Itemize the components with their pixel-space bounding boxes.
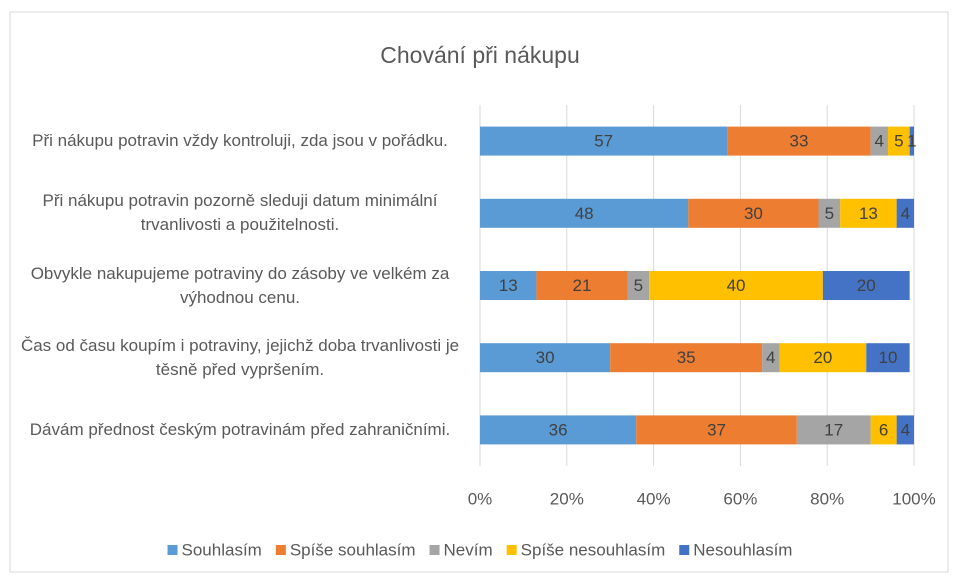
bar-segment bbox=[896, 198, 914, 228]
data-label: 35 bbox=[677, 348, 696, 367]
legend-label: Spíše souhlasím bbox=[290, 540, 416, 559]
bar-segment bbox=[610, 343, 763, 373]
data-label: 37 bbox=[707, 420, 726, 439]
bar-segment bbox=[779, 343, 867, 373]
data-label: 48 bbox=[575, 204, 594, 223]
data-label: 33 bbox=[790, 132, 809, 151]
bar-segment bbox=[480, 415, 637, 445]
x-tick-label: 80% bbox=[810, 489, 844, 508]
bar-segment bbox=[896, 415, 914, 445]
bar-segment bbox=[887, 126, 910, 156]
data-label: 6 bbox=[879, 420, 888, 439]
x-tick-label: 60% bbox=[723, 489, 757, 508]
x-tick-label: 0% bbox=[468, 489, 493, 508]
data-label: 17 bbox=[824, 420, 843, 439]
data-label: 30 bbox=[744, 204, 763, 223]
bar-segment bbox=[727, 126, 871, 156]
bar-segment bbox=[840, 198, 897, 228]
bar-segment bbox=[870, 415, 897, 445]
data-label: 20 bbox=[857, 276, 876, 295]
bar-segment bbox=[870, 126, 888, 156]
legend-label: Spíše nesouhlasím bbox=[521, 540, 666, 559]
legend-label: Nesouhlasím bbox=[693, 540, 792, 559]
data-label: 4 bbox=[901, 204, 910, 223]
legend-label: Nevím bbox=[444, 540, 493, 559]
x-tick-label: 100% bbox=[892, 489, 935, 508]
bar-segment bbox=[909, 126, 914, 156]
bar-segment bbox=[866, 343, 910, 373]
bar-segment bbox=[627, 271, 650, 300]
data-label: 5 bbox=[825, 204, 834, 223]
data-label: 20 bbox=[813, 348, 832, 367]
data-label: 13 bbox=[859, 204, 878, 223]
legend-marker bbox=[167, 545, 178, 555]
y-tick-label: Čas od času koupím i potraviny, jejichž … bbox=[20, 335, 460, 379]
y-tick-label: Při nákupu potravin vždy kontroluji, zda… bbox=[32, 131, 448, 151]
data-label: 36 bbox=[549, 420, 568, 439]
y-tick-label: Při nákupu potravin pozorně sleduji datu… bbox=[42, 191, 438, 235]
bar-segment bbox=[818, 198, 841, 228]
bar-segment bbox=[796, 415, 871, 445]
bar-segment bbox=[480, 198, 689, 228]
legend-marker bbox=[506, 545, 517, 555]
legend-marker bbox=[275, 545, 286, 555]
y-tick-label: Obvykle nakupujeme potraviny do zásoby v… bbox=[30, 263, 450, 307]
legend-marker bbox=[429, 545, 440, 555]
data-label: 21 bbox=[573, 276, 592, 295]
data-label: 4 bbox=[766, 348, 775, 367]
bar-segment bbox=[688, 198, 819, 228]
chart-title: Chování při nákupu bbox=[380, 42, 579, 68]
data-label: 5 bbox=[894, 132, 903, 151]
bar-segment bbox=[536, 271, 628, 300]
bar-segment bbox=[636, 415, 797, 445]
data-label: 10 bbox=[878, 348, 897, 367]
bar-segment bbox=[480, 126, 728, 156]
data-label: 13 bbox=[499, 276, 518, 295]
legend-label: Souhlasím bbox=[182, 540, 262, 559]
data-label: 4 bbox=[875, 132, 884, 151]
data-label: 1 bbox=[907, 132, 916, 151]
data-label: 5 bbox=[634, 276, 643, 295]
legend-marker bbox=[679, 545, 690, 555]
x-tick-label: 20% bbox=[550, 489, 584, 508]
data-label: 40 bbox=[727, 276, 746, 295]
bar-segment bbox=[762, 343, 780, 373]
x-tick-label: 40% bbox=[637, 489, 671, 508]
y-tick-label: Dávám přednost českým potravinám před za… bbox=[29, 419, 451, 439]
bar-segment bbox=[649, 271, 823, 300]
data-label: 4 bbox=[901, 420, 910, 439]
bar-segment bbox=[480, 343, 611, 373]
bar-segment bbox=[480, 271, 537, 300]
data-label: 57 bbox=[594, 132, 613, 151]
bar-segment bbox=[822, 271, 910, 300]
data-label: 30 bbox=[536, 348, 555, 367]
